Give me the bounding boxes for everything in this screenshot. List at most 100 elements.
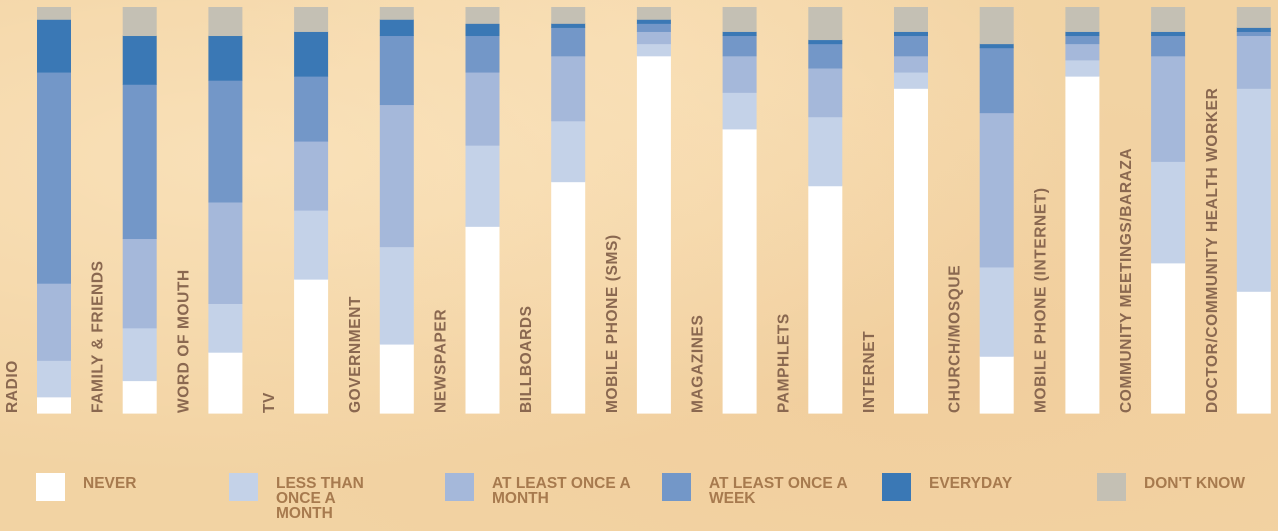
bar-segment-doctor-community-health-worker-don-t-know: [1236, 7, 1271, 28]
bar-segment-internet-everyday: [894, 31, 928, 37]
bar-segment-radio-at-least-once-a-week: [37, 71, 71, 284]
bar-segment-church-mosque-never: [979, 356, 1014, 414]
legend-swatch-at-least-once-a-week: [662, 473, 691, 501]
bar-mobile-phone-internet: [1065, 7, 1100, 414]
bar-segment-tv-don-t-know: [294, 7, 329, 32]
bar-segment-pamphlets-less-than-once-a-month: [808, 116, 843, 187]
bar-segment-billboards-less-than-once-a-month: [551, 120, 586, 183]
bar-segment-church-mosque-at-least-once-a-week: [979, 47, 1014, 114]
legend-item-at-least-once-a-month: AT LEAST ONCE A MONTH: [445, 473, 642, 506]
bar-segment-magazines-at-least-once-a-week: [722, 35, 757, 57]
bar-segment-pamphlets-everyday: [808, 39, 843, 45]
bar-tv: [294, 7, 329, 414]
bar-segment-community-meetings-baraza-don-t-know: [1151, 7, 1186, 32]
bar-segment-community-meetings-baraza-at-least-once-a-week: [1151, 35, 1186, 57]
bar-segment-mobile-phone-internet-less-than-once-a-month: [1065, 59, 1100, 77]
bar-segment-church-mosque-less-than-once-a-month: [979, 266, 1014, 357]
bar-segment-magazines-at-least-once-a-month: [722, 55, 757, 93]
category-label-pamphlets: PAMPHLETS: [775, 313, 792, 413]
bar-segment-billboards-don-t-know: [551, 7, 586, 24]
bar-family-and-friends: [122, 7, 157, 414]
bar-segment-government-at-least-once-a-month: [379, 104, 414, 248]
bar-segment-government-at-least-once-a-week: [379, 35, 414, 106]
bar-segment-word-of-mouth-never: [208, 352, 243, 414]
bar-segment-mobile-phone-sms-at-least-once-a-month: [636, 31, 671, 45]
bar-segment-community-meetings-baraza-never: [1151, 262, 1186, 414]
bar-magazines: [722, 7, 757, 414]
category-label-billboards: BILLBOARDS: [518, 305, 535, 413]
bar-segment-word-of-mouth-everyday: [208, 35, 243, 81]
legend-label-everyday: EVERYDAY: [929, 475, 1013, 492]
legend-item-everyday: EVERYDAY: [882, 473, 1012, 501]
bar-segment-mobile-phone-sms-at-least-once-a-week: [636, 23, 671, 32]
bar-segment-newspaper-less-than-once-a-month: [465, 145, 500, 227]
bar-segment-family-and-friends-never: [122, 380, 157, 414]
category-label-community-meetings-baraza: COMMUNITY MEETINGS/BARAZA: [1118, 148, 1135, 413]
bar-segment-pamphlets-at-least-once-a-month: [808, 67, 843, 118]
bar-segment-community-meetings-baraza-less-than-once-a-month: [1151, 161, 1186, 264]
legend-label-at-least-once-a-week: AT LEAST ONCE A WEEK: [709, 475, 848, 507]
legend-label-never: NEVER: [83, 475, 137, 492]
bar-segment-mobile-phone-internet-everyday: [1065, 31, 1100, 37]
bar-word-of-mouth: [208, 7, 243, 414]
category-label-mobile-phone-sms: MOBILE PHONE (SMS): [604, 234, 621, 413]
bar-segment-family-and-friends-don-t-know: [122, 7, 157, 37]
bar-newspaper: [465, 7, 500, 414]
bar-segment-government-never: [379, 343, 414, 414]
bar-segment-tv-never: [294, 279, 329, 414]
bar-segment-word-of-mouth-don-t-know: [208, 7, 243, 37]
bar-segment-tv-at-least-once-a-week: [294, 76, 329, 142]
legend-label-at-least-once-a-month: AT LEAST ONCE A MONTH: [492, 475, 631, 507]
bar-segment-family-and-friends-at-least-once-a-month: [122, 238, 157, 329]
bar-segment-radio-less-than-once-a-month: [37, 360, 71, 398]
bar-radio: [37, 7, 71, 414]
bar-segment-newspaper-don-t-know: [465, 7, 500, 24]
bar-segment-internet-at-least-once-a-month: [894, 55, 928, 73]
legend-swatch-never: [36, 473, 65, 501]
category-label-government: GOVERNMENT: [347, 296, 364, 413]
bar-segment-family-and-friends-at-least-once-a-week: [122, 84, 157, 240]
bar-segment-mobile-phone-internet-never: [1065, 76, 1100, 414]
legend-item-dont-know: DON'T KNOW: [1097, 473, 1245, 501]
bar-segment-mobile-phone-sms-don-t-know: [636, 7, 671, 20]
bar-segment-doctor-community-health-worker-at-least-once-a-month: [1236, 35, 1271, 89]
category-label-magazines: MAGAZINES: [690, 315, 707, 413]
bar-segment-family-and-friends-less-than-once-a-month: [122, 327, 157, 382]
bar-segment-mobile-phone-internet-don-t-know: [1065, 7, 1100, 32]
bar-segment-government-less-than-once-a-month: [379, 246, 414, 345]
bar-segment-pamphlets-don-t-know: [808, 7, 843, 41]
category-label-tv: TV: [261, 392, 278, 413]
category-label-newspaper: NEWSPAPER: [433, 309, 450, 413]
bar-segment-doctor-community-health-worker-less-than-once-a-month: [1236, 88, 1271, 292]
bar-pamphlets: [808, 7, 843, 414]
bar-segment-church-mosque-at-least-once-a-month: [979, 112, 1014, 268]
bar-segment-magazines-everyday: [722, 31, 757, 37]
bar-segment-billboards-never: [551, 181, 586, 414]
bar-segment-doctor-community-health-worker-never: [1236, 291, 1271, 414]
bar-segment-internet-never: [894, 88, 928, 414]
bar-segment-word-of-mouth-at-least-once-a-month: [208, 201, 243, 304]
category-label-radio: RADIO: [4, 360, 21, 413]
bar-segment-newspaper-never: [465, 226, 500, 414]
bar-segment-internet-don-t-know: [894, 7, 928, 32]
bar-segment-radio-everyday: [37, 19, 71, 73]
bar-segment-billboards-everyday: [551, 23, 586, 28]
bar-segment-doctor-community-health-worker-at-least-once-a-week: [1236, 31, 1271, 37]
bar-segment-church-mosque-everyday: [979, 43, 1014, 49]
bar-segment-radio-don-t-know: [37, 7, 71, 20]
legend-item-less-than-once-a-month: LESS THAN ONCE A MONTH: [229, 473, 386, 521]
bar-segment-government-everyday: [379, 19, 414, 37]
bar-segment-radio-at-least-once-a-month: [37, 283, 71, 361]
category-label-doctor-community-health-worker: DOCTOR/COMMUNITY HEALTH WORKER: [1204, 88, 1221, 413]
bar-segment-magazines-less-than-once-a-month: [722, 92, 757, 130]
bar-segment-doctor-community-health-worker-everyday: [1236, 27, 1271, 32]
bar-segment-newspaper-everyday: [465, 23, 500, 37]
legend-label-dont-know: DON'T KNOW: [1144, 475, 1245, 492]
bar-segment-mobile-phone-internet-at-least-once-a-month: [1065, 43, 1100, 61]
bar-segment-newspaper-at-least-once-a-month: [465, 71, 500, 146]
legend-swatch-less-than-once-a-month: [229, 473, 258, 501]
bar-segment-billboards-at-least-once-a-week: [551, 27, 586, 57]
legend-swatch-at-least-once-a-month: [445, 473, 474, 501]
bar-segment-radio-never: [37, 396, 71, 414]
